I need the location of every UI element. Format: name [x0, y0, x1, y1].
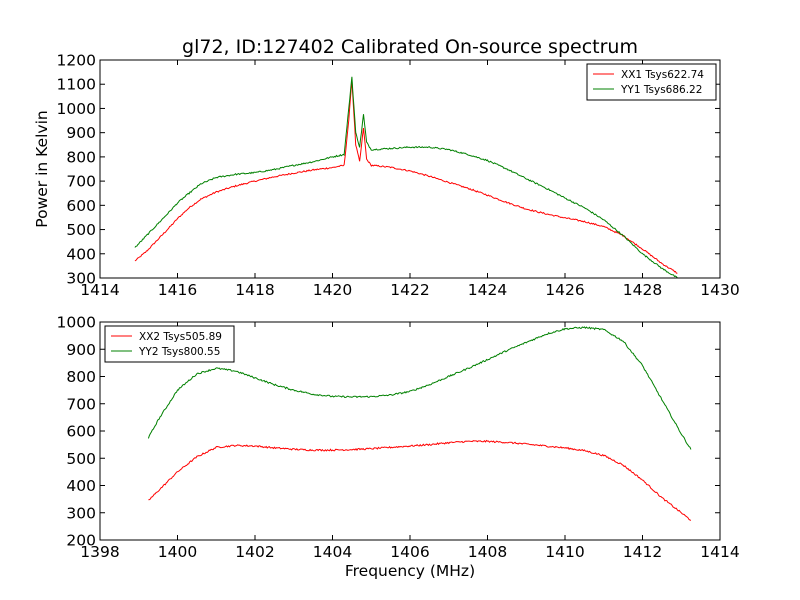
bottom-legend: XX2 Tsys505.89 YY2 Tsys800.55: [104, 325, 235, 363]
top-y-tick-label: 900: [66, 124, 96, 142]
top-panel-lines: [134, 76, 678, 279]
bottom-y-tick-label: 600: [66, 423, 96, 441]
top-legend-label-2: YY1 Tsys686.22: [620, 84, 702, 96]
bottom-legend-label-1: XX2 Tsys505.89: [139, 331, 222, 343]
top-legend-box: [586, 63, 717, 101]
top-y-tick-label: 1100: [57, 76, 96, 94]
bottom-x-tick-label: 1412: [623, 543, 662, 561]
top-legend-label-1: XX1 Tsys622.74: [621, 69, 704, 81]
x-axis-label: Frequency (MHz): [345, 562, 475, 580]
top-y-tick-label: 1000: [57, 100, 96, 118]
top-panel: 1414 1416 1418 1420 1422 1424 1426 1428 1430 300 4…: [57, 52, 740, 300]
bottom-y-tick-label: 1000: [57, 314, 96, 332]
bottom-panel: 1398 1400 1402 1404 1406 1408 1410 1412 1414 200 3…: [57, 314, 740, 562]
top-series-line-2: [134, 76, 678, 279]
chart-title: gl72, ID:127402 Calibrated On-source spe…: [182, 36, 638, 58]
top-x-tick-label: 1414: [80, 281, 119, 299]
bottom-x-tick-label: 1402: [235, 543, 274, 561]
bottom-panel-ticks: 1398 1400 1402 1404 1406 1408 1410 1412 1414 200 3…: [57, 314, 740, 562]
bottom-y-tick-label: 400: [66, 477, 96, 495]
top-y-tick-label: 600: [66, 197, 96, 215]
bottom-legend-box: [104, 325, 235, 363]
top-x-tick-label: 1420: [313, 281, 352, 299]
top-y-tick-label: 300: [66, 270, 96, 288]
top-y-tick-label: 400: [66, 245, 96, 263]
top-x-tick-label: 1424: [468, 281, 507, 299]
bottom-y-tick-label: 300: [66, 504, 96, 522]
top-x-tick-label: 1426: [545, 281, 584, 299]
top-y-tick-label: 1200: [57, 52, 96, 70]
bottom-y-tick-label: 500: [66, 450, 96, 468]
top-legend: XX1 Tsys622.74 YY1 Tsys686.22: [586, 63, 717, 101]
bottom-y-tick-label: 200: [66, 532, 96, 550]
bottom-x-tick-label: 1400: [158, 543, 197, 561]
bottom-y-tick-label: 900: [66, 341, 96, 359]
top-x-tick-label: 1430: [700, 281, 739, 299]
top-x-tick-label: 1416: [158, 281, 197, 299]
bottom-panel-lines: [147, 326, 692, 521]
bottom-x-tick-label: 1398: [80, 543, 119, 561]
top-x-tick-label: 1422: [390, 281, 429, 299]
bottom-x-tick-label: 1408: [468, 543, 507, 561]
bottom-x-tick-label: 1404: [313, 543, 352, 561]
bottom-series-line-2: [147, 326, 692, 450]
bottom-series-line-1: [148, 439, 692, 521]
bottom-y-tick-label: 700: [66, 395, 96, 413]
top-y-tick-label: 800: [66, 148, 96, 166]
y-axis-label: Power in Kelvin: [33, 110, 51, 227]
top-x-tick-label: 1418: [235, 281, 274, 299]
bottom-x-tick-label: 1414: [700, 543, 739, 561]
top-series-line-1: [134, 79, 678, 274]
top-panel-ticks: 1414 1416 1418 1420 1422 1424 1426 1428 1430 300 4…: [57, 52, 740, 300]
bottom-x-tick-label: 1406: [390, 543, 429, 561]
top-y-tick-label: 500: [66, 221, 96, 239]
bottom-y-tick-label: 800: [66, 368, 96, 386]
top-x-tick-label: 1428: [623, 281, 662, 299]
top-y-tick-label: 700: [66, 173, 96, 191]
bottom-x-tick-label: 1410: [545, 543, 584, 561]
bottom-legend-label-2: YY2 Tsys800.55: [138, 346, 220, 358]
